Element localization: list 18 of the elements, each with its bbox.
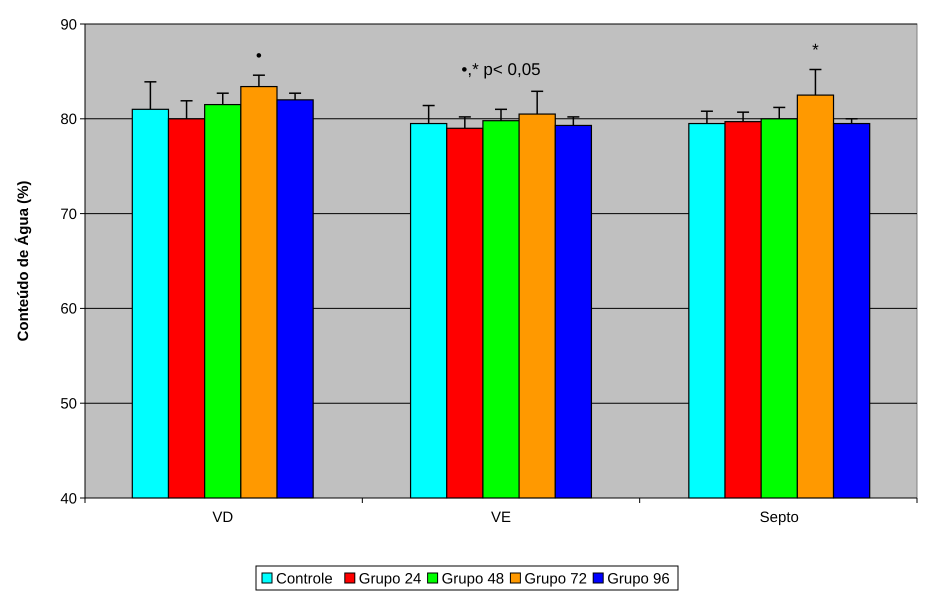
annotation: •,* p< 0,05	[461, 60, 541, 79]
y-tick-label: 40	[60, 490, 77, 508]
y-tick-label: 60	[60, 300, 77, 318]
x-tick-label: VE	[490, 509, 512, 526]
annotation: •	[256, 46, 262, 66]
legend-label: Grupo 48	[442, 570, 504, 588]
y-axis-title: Conteúdo de Água (%)	[14, 180, 32, 342]
y-tick-label: 80	[60, 111, 77, 128]
x-tick-label: Septo	[760, 509, 799, 526]
x-tick-label: VD	[212, 509, 234, 526]
legend-label: Grupo 96	[607, 570, 670, 588]
legend-label: Grupo 72	[524, 570, 587, 588]
y-tick-label: 70	[60, 206, 77, 223]
y-tick-label: 90	[60, 16, 77, 34]
y-tick-label: 50	[60, 395, 77, 412]
legend-label: Controle	[276, 570, 333, 588]
annotation: *	[812, 40, 820, 60]
legend-label: Grupo 24	[358, 570, 422, 588]
